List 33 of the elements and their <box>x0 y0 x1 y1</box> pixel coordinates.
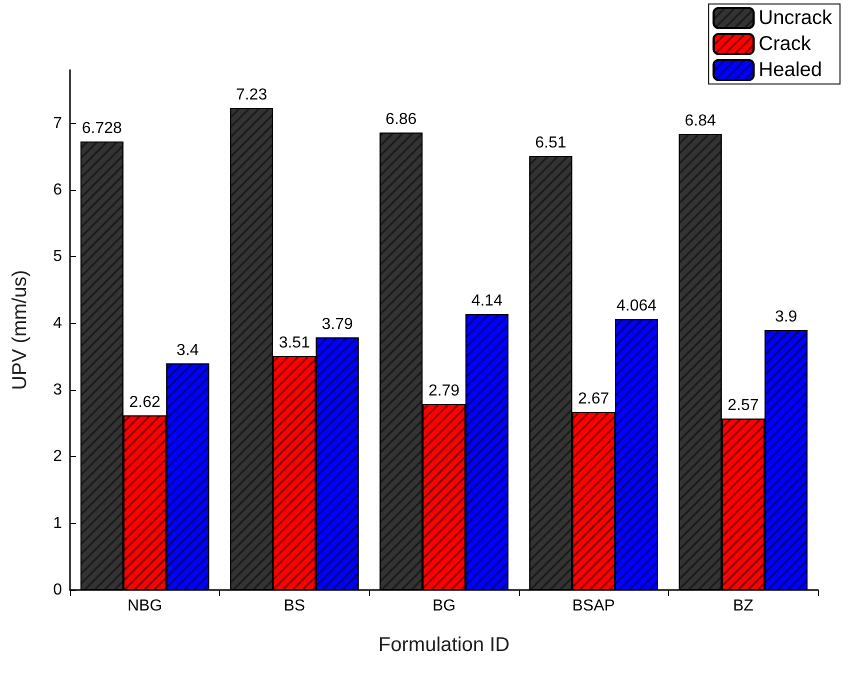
x-tick-label: BZ <box>732 598 754 614</box>
y-tick-label: 2 <box>53 448 62 466</box>
y-tick-label: 3 <box>53 382 62 398</box>
y-tick-label: 7 <box>53 114 62 132</box>
x-tick-label: BG <box>432 598 456 614</box>
legend-label: Uncrack <box>758 7 833 29</box>
data-label: 2.67 <box>578 390 610 408</box>
data-label: 7.23 <box>236 86 268 104</box>
x-tick-label: NBG <box>127 598 162 614</box>
data-label: 6.728 <box>82 120 122 137</box>
data-label: 6.51 <box>535 134 566 152</box>
data-label: 3.4 <box>176 342 199 359</box>
data-label: 2.79 <box>428 382 460 400</box>
data-label: 4.14 <box>471 292 503 310</box>
x-tick-label: BSAP <box>572 598 615 614</box>
legend-label: Crack <box>758 33 812 55</box>
data-label: 3.9 <box>774 308 798 326</box>
y-tick-label: 4 <box>53 314 62 332</box>
legend-label: Healed <box>758 59 822 81</box>
y-tick-label: 1 <box>53 514 62 532</box>
data-label: 6.86 <box>386 111 417 128</box>
y-tick-label: 6 <box>53 182 62 198</box>
y-axis-title: UPV (mm/us) <box>9 270 31 390</box>
data-label: 3.79 <box>322 316 353 333</box>
y-tick-label: 0 <box>53 582 62 598</box>
data-label: 2.62 <box>129 394 160 411</box>
x-axis-title: Formulation ID <box>378 634 510 656</box>
data-label: 2.57 <box>728 397 759 414</box>
data-label: 3.51 <box>278 334 310 352</box>
x-tick-label: BS <box>284 598 306 614</box>
y-tick-label: 5 <box>53 248 62 266</box>
data-label: 6.84 <box>684 112 716 130</box>
data-label: 4.064 <box>616 298 657 315</box>
